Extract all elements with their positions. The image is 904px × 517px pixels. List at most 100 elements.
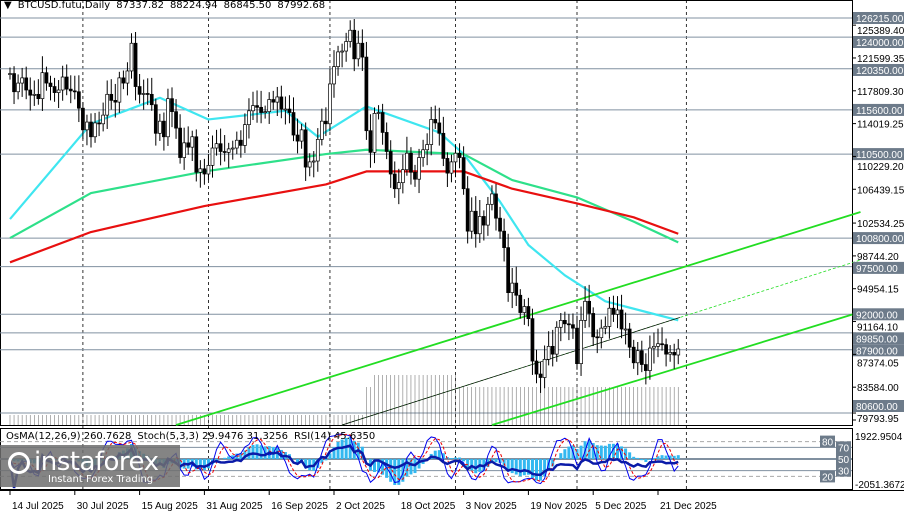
candle-body (133, 42, 138, 87)
stochastic-signal-line (9, 433, 679, 483)
candle-body (405, 152, 409, 171)
indicator-axis-max: 1922.9504 (855, 432, 903, 443)
osma-histogram-bar (401, 459, 405, 482)
candle-body (352, 29, 357, 60)
candle-body (198, 168, 203, 173)
osma-histogram-bar (632, 456, 636, 459)
osma-histogram-bar (373, 459, 376, 472)
candle-body (113, 100, 118, 103)
candle-body (579, 320, 583, 365)
osma-histogram-bar (454, 457, 457, 459)
osma-histogram-bar (579, 445, 583, 459)
price-axis-label: 106439.15 (857, 185, 904, 196)
osma-histogram-bar (611, 443, 615, 459)
candle-body (202, 168, 207, 175)
candle-body (174, 111, 178, 129)
candle-body (141, 93, 146, 95)
osma-histogram-bar (227, 456, 231, 459)
candle-body (461, 157, 466, 190)
osma-histogram-bar (409, 459, 413, 475)
level-price-label: 80600.00 (856, 402, 898, 413)
osma-histogram-bar (437, 450, 441, 459)
candle-body (85, 121, 89, 131)
candle-body (599, 327, 604, 339)
osma-histogram-bar (377, 459, 381, 473)
candle-body (52, 86, 57, 93)
osma-histogram-bar (194, 459, 198, 470)
indicator-label: OsMA(12,26,9) 260.7628 Stoch(5,3,3) 29.94… (6, 431, 381, 442)
candle-body (388, 151, 393, 175)
candle-body (32, 93, 37, 96)
candle-body (607, 307, 612, 327)
indicator-level-label: 70 (838, 443, 850, 454)
low-value: 86845.50 (223, 0, 272, 11)
candle-body (8, 73, 12, 75)
candle-body (226, 148, 231, 153)
collapse-triangle-icon[interactable]: ▼ (4, 0, 12, 11)
candle-body (672, 352, 677, 356)
osma-histogram-bar (328, 453, 332, 459)
candle-body (68, 88, 73, 92)
instaforex-logo-icon (8, 452, 30, 474)
level-price-tag (853, 332, 904, 345)
osma-histogram-bar (381, 459, 385, 475)
candle-body (562, 320, 567, 325)
price-axis-label: 125389.40 (857, 26, 904, 37)
osma-histogram-bar (551, 459, 555, 467)
osma-histogram-bar (616, 443, 619, 459)
candle-body (336, 51, 340, 67)
osma-histogram-bar (543, 459, 547, 477)
osma-histogram-bar (433, 450, 437, 459)
osma-histogram-bar (664, 455, 668, 459)
osma-histogram-bar (255, 444, 259, 459)
time-axis-label: 2 Oct 2025 (336, 501, 385, 512)
osma-histogram-bar (494, 459, 498, 463)
level-price-tag (853, 232, 904, 245)
candle-body (518, 294, 523, 313)
open-value: 87337.82 (116, 0, 164, 11)
osma-histogram-bar (575, 448, 579, 459)
candle-body (409, 152, 413, 173)
candle-body (315, 139, 320, 162)
osma-histogram-bar (502, 459, 506, 466)
channel-trendline (491, 311, 861, 426)
osma-histogram-bar (587, 440, 591, 459)
osma-histogram-bar (506, 459, 510, 472)
candle-body (554, 326, 559, 355)
indicator-level-label: 20 (822, 472, 834, 483)
indicator-level-tag (820, 470, 835, 483)
osma-histogram-bar (458, 457, 462, 459)
candle-body (603, 326, 608, 329)
main-pane-frame (0, 0, 853, 426)
osma-histogram-bar (215, 459, 219, 461)
osma-histogram-bar (628, 452, 632, 459)
level-price-label: 100800.00 (856, 234, 904, 245)
trendline-segment (341, 317, 681, 426)
time-axis-label: 19 Nov 2025 (530, 501, 587, 512)
symbol-label: BTCUSD.futu,Daily (17, 0, 111, 11)
candle-body (210, 147, 215, 166)
candle-body (364, 56, 369, 132)
time-axis-label: 5 Dec 2025 (595, 501, 647, 512)
price-axis-label: 91164.10 (857, 322, 898, 333)
candle-body (421, 149, 425, 158)
candle-body (259, 106, 263, 113)
candle-body (376, 112, 381, 114)
osma-histogram-bar (518, 459, 522, 477)
level-price-label: 115600.00 (856, 106, 903, 117)
osma-histogram-bar (239, 453, 243, 459)
osma-histogram-bar (202, 459, 206, 471)
candle-body (20, 77, 24, 84)
osma-histogram-bar (514, 459, 518, 475)
candle-body (429, 119, 434, 145)
candle-body (166, 98, 170, 138)
osma-histogram-bar (668, 455, 672, 459)
candle-body (664, 344, 668, 355)
candle-body (396, 182, 401, 190)
candle-body (558, 320, 563, 328)
osma-histogram-bar (563, 449, 567, 459)
candle-body (676, 348, 681, 356)
osma-histogram-bar (522, 459, 526, 476)
osma-histogram-bar (535, 459, 538, 481)
candle-body (615, 309, 620, 315)
